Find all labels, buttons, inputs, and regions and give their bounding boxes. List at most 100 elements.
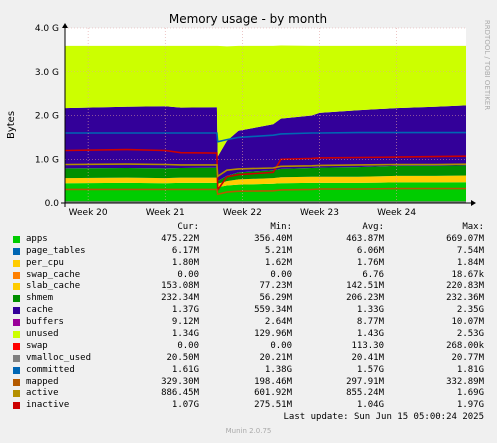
munin-version: Munin 2.0.75 <box>225 427 272 435</box>
legend-max: 20.77M <box>451 352 484 363</box>
legend-name: committed <box>26 364 75 375</box>
legend-avg: 1.33G <box>356 305 384 316</box>
legend-min: 56.29M <box>259 293 292 304</box>
legend-row-swap-cache: swap_cache 0.00 0.00 6.76 18.67k <box>0 270 497 282</box>
legend-max: 1.69G <box>456 388 484 399</box>
legend-name: swap_cache <box>26 269 81 280</box>
col-max: Max: <box>462 222 484 232</box>
legend-cur: 1.34G <box>171 329 199 340</box>
x-axis-arrow <box>471 200 476 206</box>
legend-avg: 6.06M <box>356 245 384 256</box>
y-tick-label: 1.0 G <box>35 155 59 165</box>
legend-row-shmem: shmem 232.34M 56.29M 206.23M 232.36M <box>0 293 497 305</box>
legend-cur: 1.37G <box>171 305 199 316</box>
x-tick-label: Week 24 <box>377 208 416 218</box>
legend-swatch <box>13 331 20 339</box>
y-tick-label: 4.0 G <box>35 24 59 34</box>
area-apps <box>65 182 466 203</box>
line-mapped <box>65 187 466 196</box>
legend-cur: 9.12M <box>171 317 199 328</box>
legend-row-buffers: buffers 9.12M 2.64M 8.77M 10.07M <box>0 317 497 329</box>
legend-min: 559.34M <box>254 305 292 316</box>
col-avg: Avg: <box>362 222 384 232</box>
legend-row-vmalloc-used: vmalloc_used 20.50M 20.21M 20.41M 20.77M <box>0 353 497 365</box>
legend-max: 7.54M <box>456 245 484 256</box>
legend-swatch <box>13 247 20 255</box>
legend-min: 1.62M <box>264 257 292 268</box>
col-cur: Cur: <box>177 222 199 232</box>
legend-cur: 1.61G <box>171 364 199 375</box>
legend-name: unused <box>26 329 59 340</box>
legend-max: 1.81G <box>456 364 484 375</box>
legend-max: 220.83M <box>446 281 484 292</box>
line-committed <box>65 131 466 143</box>
legend-avg: 1.57G <box>356 364 384 375</box>
legend-cur: 6.17M <box>171 245 199 256</box>
legend-min: 0.00 <box>270 269 292 280</box>
legend-cur: 20.50M <box>166 352 199 363</box>
legend-swatch <box>13 307 20 315</box>
legend-name: active <box>26 388 59 399</box>
legend-swatch <box>13 378 20 386</box>
legend-swatch <box>13 402 20 410</box>
legend-min: 0.00 <box>270 340 292 351</box>
line-inactive <box>64 148 467 193</box>
x-tick-label: Week 23 <box>300 208 339 218</box>
legend-cur: 329.30M <box>161 376 199 387</box>
legend-avg: 463.87M <box>346 233 384 244</box>
legend-swatch <box>13 295 20 303</box>
legend-max: 1.97G <box>456 400 484 411</box>
y-axis-arrow <box>62 23 68 28</box>
legend-row-cache: cache 1.37G 559.34M 1.33G 2.35G <box>0 305 497 317</box>
legend-swatch <box>13 390 20 398</box>
legend-max: 18.67k <box>451 269 484 280</box>
legend-swatch <box>13 354 20 362</box>
legend-cur: 1.07G <box>171 400 199 411</box>
legend-name: page_tables <box>26 245 86 256</box>
legend-avg: 113.30 <box>351 340 384 351</box>
legend-cur: 232.34M <box>161 293 199 304</box>
x-tick-label: Week 21 <box>146 208 185 218</box>
legend-min: 2.64M <box>264 317 292 328</box>
legend-name: mapped <box>26 376 59 387</box>
legend-name: inactive <box>26 400 70 411</box>
legend-name: apps <box>26 233 48 244</box>
y-axis-ticks: 0.0 1.0 G 2.0 G 3.0 G 4.0 G <box>35 24 59 209</box>
legend-swatch <box>13 319 20 327</box>
legend-avg: 20.41M <box>351 352 384 363</box>
legend-swatch <box>13 342 20 350</box>
legend-rows: apps 475.22M 356.40M 463.87M 669.07M page_tab… <box>0 234 497 412</box>
y-tick-label: 3.0 G <box>35 68 59 78</box>
legend-cur: 153.08M <box>161 281 199 292</box>
legend-avg: 6.76 <box>362 269 384 280</box>
y-tick-label: 2.0 G <box>35 112 59 122</box>
legend-avg: 297.91M <box>346 376 384 387</box>
memory-chart: 0.01.0 G2.0 G3.0 G4.0 G Week 20 Week 21 We… <box>6 12 491 218</box>
legend-row-unused: unused 1.34G 129.96M 1.43G 2.53G <box>0 329 497 341</box>
legend-min: 275.51M <box>254 400 292 411</box>
legend-swatch <box>13 283 20 291</box>
legend-cur: 0.00 <box>177 269 199 280</box>
legend-row-apps: apps 475.22M 356.40M 463.87M 669.07M <box>0 234 497 246</box>
legend-max: 1.84M <box>456 257 484 268</box>
legend-table: Cur: Min: Avg: Max: apps 475.22M 356.40M 46… <box>0 222 497 412</box>
legend-avg: 1.43G <box>356 329 384 340</box>
line-active <box>64 163 467 178</box>
legend-name: cache <box>26 305 54 316</box>
legend-row-active: active 886.45M 601.92M 855.24M 1.69G <box>0 388 497 400</box>
legend-row-swap: swap 0.00 0.00 113.30 268.00k <box>0 341 497 353</box>
y-axis-label: Bytes <box>6 111 17 139</box>
legend-min: 1.38G <box>264 364 292 375</box>
legend-max: 2.53G <box>456 329 484 340</box>
legend-header: Cur: Min: Avg: Max: <box>0 222 497 234</box>
legend-swatch <box>13 259 20 267</box>
last-update: Last update: Sun Jun 15 05:00:24 2025 <box>283 412 484 422</box>
x-axis-ticks: Week 20 Week 21 Week 22 Week 23 Week 24 <box>69 208 417 218</box>
legend-name: swap <box>26 340 48 351</box>
legend-avg: 142.51M <box>346 281 384 292</box>
legend-avg: 855.24M <box>346 388 384 399</box>
legend-min: 77.23M <box>259 281 292 292</box>
y-tick-label: 0.0 <box>45 199 60 209</box>
legend-name: shmem <box>26 293 54 304</box>
legend-swatch <box>13 271 20 279</box>
